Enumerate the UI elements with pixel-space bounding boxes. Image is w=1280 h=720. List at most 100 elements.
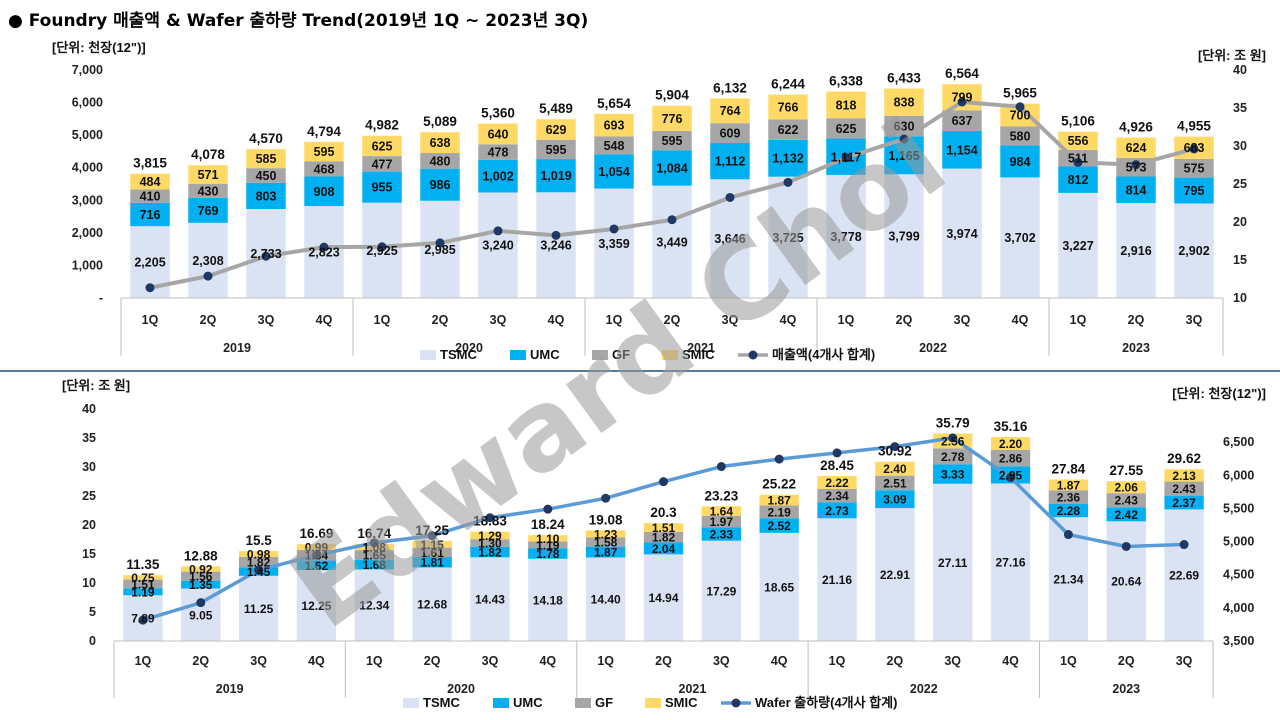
bar-umc-15 bbox=[1000, 145, 1040, 178]
data-label-gf: 622 bbox=[778, 123, 799, 137]
line-point-10 bbox=[725, 192, 735, 202]
y2-tick-label: 25 bbox=[1233, 177, 1247, 191]
data-label-tsmc: 7.89 bbox=[131, 612, 155, 626]
x-tick-label: 1Q bbox=[838, 313, 855, 327]
bar-smic-13 bbox=[875, 461, 915, 476]
year-label: 2021 bbox=[679, 682, 707, 696]
bar-tsmc-11 bbox=[768, 176, 808, 298]
data-label-umc: 2.42 bbox=[1115, 508, 1139, 522]
data-label-gf: 2.51 bbox=[883, 476, 907, 490]
bar-gf-8 bbox=[585, 537, 626, 547]
x-tick-label: 4Q bbox=[771, 654, 788, 668]
total-label: 19.08 bbox=[589, 512, 623, 527]
bar-smic-11 bbox=[768, 94, 808, 120]
bar-gf-2 bbox=[238, 556, 279, 568]
data-label-smic: 1.23 bbox=[594, 527, 618, 541]
bar-tsmc-15 bbox=[990, 483, 1031, 641]
data-label-tsmc: 3,974 bbox=[946, 227, 977, 241]
data-label-umc: 3.09 bbox=[883, 493, 907, 507]
data-label-gf: 1.84 bbox=[305, 549, 329, 563]
year-label: 2023 bbox=[1112, 682, 1140, 696]
data-label-tsmc: 22.69 bbox=[1169, 569, 1199, 583]
data-label-umc: 2.04 bbox=[652, 542, 676, 556]
line-point-12 bbox=[841, 153, 851, 163]
data-label-gf: 430 bbox=[198, 184, 219, 198]
page-title: ● Foundry 매출액 & Wafer 출하량 Trend(2019년 1Q… bbox=[8, 11, 589, 31]
data-label-umc: 2.33 bbox=[710, 527, 734, 541]
bar-gf-1 bbox=[181, 571, 221, 581]
x-tick-label: 4Q bbox=[548, 313, 565, 327]
bar-smic-3 bbox=[304, 141, 344, 162]
data-label-tsmc: 2,823 bbox=[308, 246, 339, 260]
bar-gf-5 bbox=[420, 153, 460, 169]
total-label: 5,106 bbox=[1061, 114, 1095, 129]
bar-smic-17 bbox=[1106, 481, 1146, 494]
data-label-smic: 1.64 bbox=[710, 505, 734, 519]
data-label-umc: 2.28 bbox=[1057, 504, 1081, 518]
year-label: 2022 bbox=[910, 682, 938, 696]
bar-smic-11 bbox=[759, 494, 799, 506]
data-label-smic: 629 bbox=[546, 123, 567, 137]
x-tick-label: 1Q bbox=[366, 654, 383, 668]
bar-umc-17 bbox=[1106, 507, 1146, 522]
data-label-smic: 799 bbox=[952, 91, 973, 105]
bar-smic-18 bbox=[1164, 469, 1204, 482]
bar-gf-10 bbox=[701, 515, 742, 528]
data-label-umc: 1.81 bbox=[420, 556, 444, 570]
bar-gf-0 bbox=[123, 579, 163, 589]
data-label-smic: 585 bbox=[256, 152, 277, 166]
bar-gf-11 bbox=[759, 505, 799, 519]
data-label-gf: 575 bbox=[1184, 162, 1205, 176]
y-tick-label: 5,000 bbox=[72, 128, 103, 142]
x-tick-label: 3Q bbox=[250, 654, 267, 668]
legend-label: Wafer 출하량(4개사 합계) bbox=[755, 695, 897, 710]
line-point-5 bbox=[435, 238, 445, 248]
y-tick-label: 2,000 bbox=[72, 226, 103, 240]
total-label: 4,078 bbox=[191, 147, 225, 162]
data-label-gf: 1.82 bbox=[247, 556, 271, 570]
total-label: 5,654 bbox=[597, 96, 631, 111]
bar-gf-7 bbox=[528, 541, 568, 549]
line-point-11 bbox=[774, 454, 784, 464]
chart-shipments-and-revenue: [단위: 천장(12")] [단위: 조 원] - 1,000 2,000 3,000 4,… bbox=[52, 40, 1266, 362]
data-label-smic: 1.51 bbox=[652, 521, 676, 535]
bar-tsmc-14 bbox=[942, 168, 982, 298]
y2-tick-label: 15 bbox=[1233, 253, 1247, 267]
data-label-smic: 1.87 bbox=[768, 494, 792, 508]
y2-axis-unit-label: [단위: 조 원] bbox=[1198, 48, 1266, 63]
bar-smic-13 bbox=[884, 88, 924, 116]
x-tick-label: 2Q bbox=[1118, 654, 1135, 668]
bar-smic-12 bbox=[826, 91, 866, 119]
data-label-tsmc: 9.05 bbox=[189, 608, 213, 622]
y-tick-label: 0 bbox=[89, 634, 96, 648]
data-label-umc: 1.82 bbox=[478, 546, 502, 560]
data-label-smic: 2.22 bbox=[825, 476, 849, 490]
bar-smic-9 bbox=[652, 105, 692, 131]
bar-umc-1 bbox=[188, 197, 228, 223]
legend-label: GF bbox=[595, 695, 613, 710]
bar-umc-3 bbox=[296, 560, 337, 570]
data-label-gf: 595 bbox=[662, 134, 683, 148]
x-tick-label: 2Q bbox=[424, 654, 441, 668]
line-point-8 bbox=[601, 493, 611, 503]
data-label-umc: 795 bbox=[1184, 184, 1205, 198]
bar-smic-17 bbox=[1116, 137, 1156, 158]
bar-gf-13 bbox=[875, 475, 915, 491]
legend-swatch-smic bbox=[645, 698, 661, 708]
bar-umc-3 bbox=[304, 176, 344, 207]
line-point-9 bbox=[667, 215, 677, 225]
data-label-smic: 818 bbox=[836, 98, 857, 112]
x-tick-label: 3Q bbox=[1176, 654, 1193, 668]
data-label-umc: 955 bbox=[372, 181, 393, 195]
data-label-umc: 1.35 bbox=[189, 578, 213, 592]
bar-gf-4 bbox=[362, 156, 402, 172]
bar-smic-16 bbox=[1048, 479, 1089, 491]
bar-smic-0 bbox=[123, 575, 163, 580]
data-label-gf: 450 bbox=[256, 169, 277, 183]
data-label-smic: 838 bbox=[894, 96, 915, 110]
bar-tsmc-3 bbox=[304, 206, 344, 298]
x-tick-label: 2Q bbox=[887, 654, 904, 668]
x-tick-label: 2Q bbox=[192, 654, 209, 668]
y-tick-label: 25 bbox=[82, 489, 96, 503]
y-tick-label: 35 bbox=[82, 431, 96, 445]
